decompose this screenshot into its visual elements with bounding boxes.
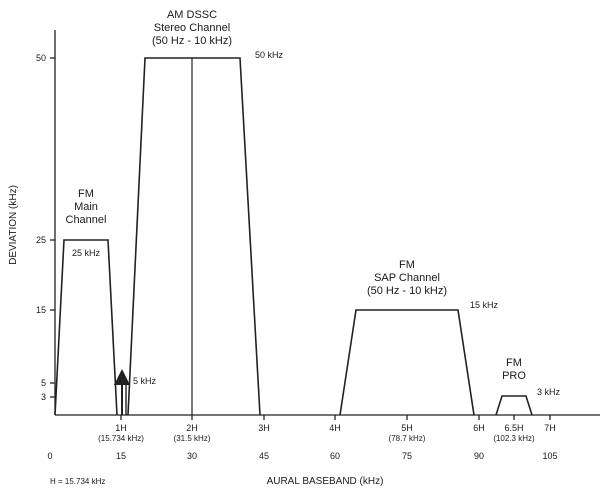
y-tick-label-50: 50 [36,53,46,63]
x-h-label-3h: 3H [258,423,270,433]
fm-sap-title-line3: (50 Hz - 10 kHz) [367,285,447,297]
fm-pro-title-line2: PRO [502,370,526,382]
fm-main-title-line2: Main [74,201,98,213]
am-dssc-title-line1: AM DSSC [167,9,217,21]
am-dssc-channel-shape [127,57,261,416]
pilot-deviation-label: 5 kHz [133,376,157,386]
y-tick-label-3: 3 [41,392,46,402]
y-tick-label-25: 25 [36,235,46,245]
x-axis-title: AURAL BASEBAND (kHz) [267,476,384,487]
x-khz-label-45: 45 [259,451,269,461]
x-h-value-1h: (15.734 kHz) [98,434,144,443]
x-h-label-6-5h: 6.5H [504,423,523,433]
fm-sap-title-line2: SAP Channel [374,272,440,284]
x-khz-label-30: 30 [187,451,197,461]
fm-sap-channel-shape [339,309,475,416]
fm-sap-title-line1: FM [399,259,415,271]
x-h-label-6h: 6H [473,423,485,433]
y-axis-title: DEVIATION (kHz) [8,185,19,265]
fm-sap-deviation-label: 15 kHz [470,300,499,310]
x-khz-label-105: 105 [542,451,557,461]
x-khz-label-60: 60 [330,451,340,461]
fm-pro-channel-shape [495,395,533,416]
fm-main-channel-shape [54,239,118,416]
x-khz-label-90: 90 [474,451,484,461]
am-dssc-deviation-label: 50 kHz [255,50,284,60]
fm-pro-deviation-label: 3 kHz [537,387,561,397]
x-h-label-1h: 1H [115,423,127,433]
x-h-value-5h: (78.7 kHz) [389,434,426,443]
fm-main-title-line3: Channel [66,214,107,226]
y-tick-label-15: 15 [36,305,46,315]
x-h-label-2h: 2H [186,423,198,433]
x-khz-label-0: 0 [47,451,52,461]
x-h-label-4h: 4H [329,423,341,433]
footnote: H = 15.734 kHz [50,477,105,486]
am-dssc-title-line3: (50 Hz - 10 kHz) [152,35,232,47]
x-h-label-5h: 5H [401,423,413,433]
am-dssc-title-line2: Stereo Channel [154,22,230,34]
x-khz-label-75: 75 [402,451,412,461]
fm-pro-title-line1: FM [506,357,522,369]
x-h-label-7h: 7H [544,423,556,433]
fm-main-title-line1: FM [78,188,94,200]
y-tick-label-5: 5 [41,378,46,388]
x-h-value-6-5h: (102.3 kHz) [493,434,535,443]
x-khz-label-15: 15 [116,451,126,461]
x-h-value-2h: (31.5 kHz) [174,434,211,443]
fm-main-deviation-label: 25 kHz [72,248,101,258]
